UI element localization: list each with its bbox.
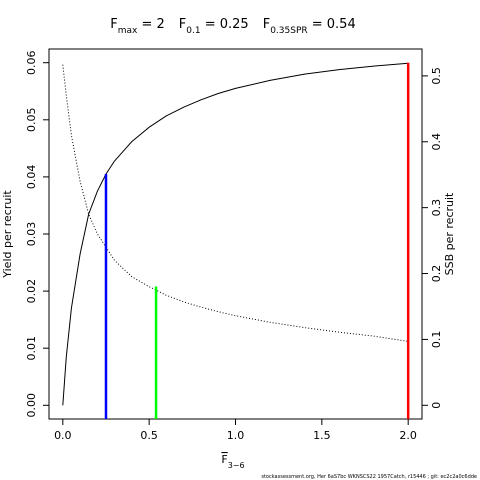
ssb-per-recruit-curve bbox=[62, 64, 409, 342]
x-tick-label: 1.0 bbox=[227, 429, 245, 442]
x-axis-label-sub: 3−6 bbox=[228, 461, 245, 470]
x-tick-label: 1.5 bbox=[313, 429, 331, 442]
series-layer bbox=[62, 62, 409, 406]
y-axis-right-label: SSB per recruit bbox=[443, 192, 456, 275]
title-part-1-sub: 0.1 bbox=[186, 26, 200, 36]
x-axis-label: F3−6 bbox=[221, 453, 244, 470]
x-tick-label: 0.5 bbox=[140, 429, 158, 442]
title-part-2-symbol: F bbox=[263, 17, 270, 32]
x-axis: 0.0 0.5 1.0 1.5 2.0 bbox=[54, 418, 417, 442]
y-axis-right: 0 0.1 0.2 0.3 0.4 0.5 bbox=[421, 67, 443, 409]
title-part-0-sub: max bbox=[118, 26, 138, 36]
yield-per-recruit-curve bbox=[62, 62, 409, 406]
y-left-tick-label: 0.03 bbox=[25, 222, 38, 247]
y-left-tick-label: 0.06 bbox=[25, 50, 38, 75]
x-tick-label: 0.0 bbox=[54, 429, 72, 442]
y-right-tick-label: 0.4 bbox=[430, 133, 443, 151]
y-right-tick-label: 0.3 bbox=[430, 199, 443, 217]
y-right-tick-label: 0.5 bbox=[430, 67, 443, 85]
title-part-0-value: = 2 bbox=[137, 17, 164, 32]
chart-title: Fmax = 2 F0.1 = 0.25 F0.35SPR = 0.54 bbox=[110, 17, 355, 36]
y-left-tick-label: 0.01 bbox=[25, 336, 38, 361]
reference-lines bbox=[104, 62, 410, 419]
y-left-tick-label: 0.02 bbox=[25, 279, 38, 304]
y-left-tick-label: 0.04 bbox=[25, 165, 38, 190]
title-part-0-symbol: F bbox=[110, 17, 117, 32]
y-axis-left: 0.00 0.01 0.02 0.03 0.04 0.05 0.06 bbox=[25, 50, 50, 418]
y-left-tick-label: 0.05 bbox=[25, 108, 38, 132]
x-tick-label: 2.0 bbox=[399, 429, 417, 442]
title-part-1-value: = 0.25 bbox=[201, 17, 249, 32]
y-left-tick-label: 0.00 bbox=[25, 393, 38, 418]
y-right-tick-label: 0.1 bbox=[430, 331, 443, 349]
title-part-2-value: = 0.54 bbox=[308, 17, 356, 32]
title-part-1-symbol: F bbox=[179, 17, 186, 32]
x-axis-label-symbol: F bbox=[221, 453, 227, 466]
y-right-tick-label: 0.2 bbox=[430, 265, 443, 283]
title-part-2-sub: 0.35SPR bbox=[270, 26, 307, 36]
y-right-tick-label: 0 bbox=[430, 402, 443, 409]
footer-provenance: stockassessment.org, Her 6aS7bc WKNSCS22… bbox=[261, 474, 477, 480]
y-axis-left-label: Yield per recruit bbox=[1, 190, 14, 279]
